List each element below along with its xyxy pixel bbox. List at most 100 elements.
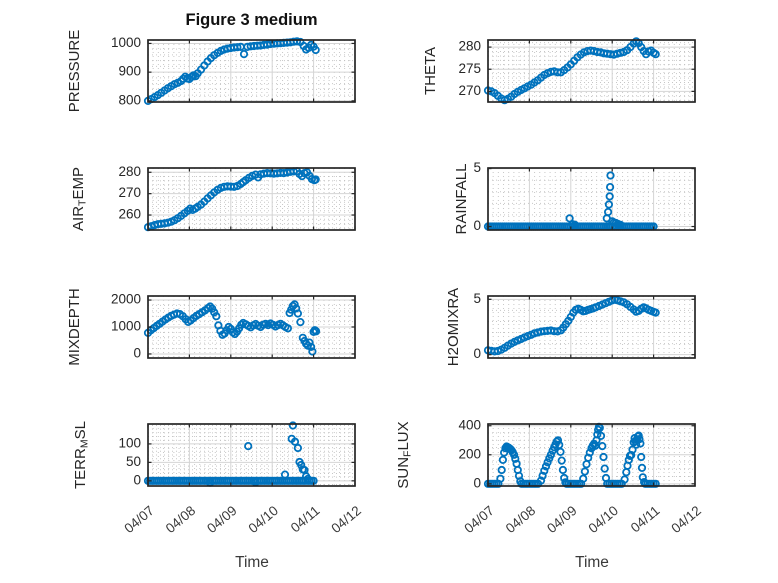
data-points: [143, 167, 320, 232]
data-point-marker: [651, 50, 660, 59]
x-axis-label-left: Time: [235, 554, 269, 571]
x-tick-label: 04/10: [586, 503, 622, 536]
x-tick-label: 04/12: [668, 503, 704, 536]
data-point-marker: [635, 434, 644, 444]
subplot-sun_flux: 0 200 400 SUNFLUX 04/07 04/08 04/09 04/10 04/11 0…: [395, 417, 704, 536]
data-point-marker: [311, 327, 321, 336]
y-tick-label: 400: [458, 417, 481, 432]
y-axis-label-theta: THETA: [422, 47, 439, 95]
y-tick-label: 100: [118, 435, 141, 450]
y-tick-label: 5: [473, 160, 481, 175]
data-point-marker: [553, 436, 563, 445]
y-tick-label: 2000: [111, 292, 141, 307]
data-point-marker: [543, 458, 552, 467]
data-point-marker: [290, 300, 299, 309]
data-point-marker: [536, 476, 546, 485]
subplot-air_temp: 260 270 280 AIRTEMP: [70, 164, 356, 232]
x-tick-label: 04/11: [288, 503, 323, 536]
data-point-marker: [570, 220, 580, 229]
data-point-marker: [620, 475, 629, 484]
data-point-marker: [212, 312, 221, 321]
data-point-marker: [498, 455, 507, 464]
data-point-marker: [599, 452, 608, 462]
data-point-marker: [541, 462, 551, 471]
y-tick-label: 280: [458, 39, 481, 54]
data-point-marker: [290, 437, 300, 446]
data-point-marker: [516, 477, 525, 486]
data-point-marker: [283, 324, 292, 333]
data-point-marker: [634, 431, 643, 440]
x-tick-label: 04/09: [544, 503, 580, 536]
data-point-marker: [305, 338, 314, 347]
data-point-marker: [628, 445, 637, 454]
data-point-marker: [511, 454, 520, 463]
subplot-mixdepth: 0 1000 2000 MIXDEPTH: [66, 288, 356, 366]
axes-frame: [147, 423, 356, 487]
data-point-marker: [233, 43, 242, 52]
minor-grid: [488, 40, 695, 102]
data-point-marker: [601, 473, 611, 483]
minor-grid: [148, 424, 355, 486]
data-point-marker: [605, 192, 614, 201]
data-point-marker: [558, 465, 568, 475]
data-point-marker: [637, 463, 647, 472]
minor-grid: [148, 168, 355, 230]
data-point-marker: [605, 183, 615, 192]
axis-ticks: [487, 296, 696, 358]
data-point-marker: [293, 443, 302, 453]
data-point-marker: [280, 470, 290, 479]
data-point-marker: [311, 45, 320, 55]
minor-grid: [488, 168, 695, 230]
data-points: [143, 300, 321, 356]
y-axis-label-mixdepth: MIXDEPTH: [66, 288, 83, 366]
subplot-pressure: 800 900 1000 PRESSURE: [66, 30, 356, 113]
y-tick-label: 1000: [111, 35, 141, 50]
data-point-marker: [598, 441, 607, 451]
data-point-marker: [596, 431, 606, 440]
subplot-terr_msl: 0 50 100 TERRMSL 04/07 04/08 04/09 04/10 04/11 04…: [72, 421, 364, 536]
data-point-marker: [637, 452, 646, 462]
data-point-marker: [604, 200, 614, 209]
data-point-marker: [603, 207, 613, 217]
data-point-marker: [579, 474, 588, 483]
data-point-marker: [638, 473, 647, 482]
data-point-marker: [585, 448, 594, 457]
minor-grid: [148, 40, 355, 102]
data-points: [483, 37, 660, 105]
data-point-marker: [292, 37, 302, 46]
data-point-marker: [593, 430, 602, 439]
data-point-marker: [509, 450, 519, 459]
y-tick-label: 200: [458, 446, 481, 461]
data-point-marker: [496, 474, 505, 483]
y-axis-label-air_temp: AIRTEMP: [70, 167, 88, 231]
axes-frame: [487, 295, 696, 359]
minor-grid: [488, 296, 695, 358]
y-tick-label: 270: [458, 83, 481, 98]
data-point-marker: [651, 479, 660, 488]
x-tick-label: 04/08: [503, 503, 539, 536]
y-tick-label: 0: [133, 472, 141, 487]
y-axis-label-sun_flux: SUNFLUX: [395, 421, 413, 488]
data-point-marker: [303, 474, 312, 484]
data-point-marker: [622, 468, 631, 477]
minor-grid: [148, 296, 355, 358]
y-axis-label-pressure: PRESSURE: [66, 30, 83, 113]
axis-ticks: [147, 40, 356, 102]
data-point-marker: [308, 347, 317, 356]
data-point-marker: [556, 447, 565, 456]
data-point-marker: [557, 456, 566, 465]
data-point-marker: [306, 342, 316, 351]
data-point-marker: [560, 473, 569, 483]
data-point-marker: [244, 441, 253, 451]
data-point-marker: [296, 317, 305, 327]
y-axis-label-rainfall: RAINFALL: [453, 164, 470, 235]
x-tick-label: 04/08: [163, 503, 199, 536]
x-tick-label: 04/07: [121, 503, 157, 536]
x-axis-label-right: Time: [575, 554, 609, 571]
y-tick-label: 0: [133, 346, 141, 361]
data-point-marker: [651, 308, 660, 317]
x-tick-label: 04/11: [628, 503, 663, 536]
data-point-marker: [540, 466, 549, 475]
axis-ticks: [147, 296, 356, 358]
